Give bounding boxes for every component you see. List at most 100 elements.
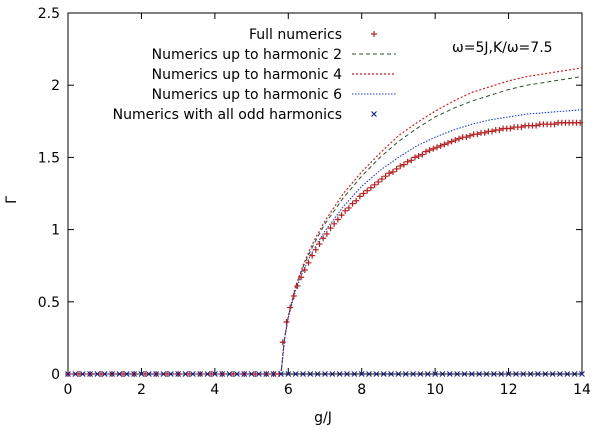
data-point [380,371,387,377]
y-tick-label: 0.5 [38,295,60,311]
data-point [72,371,79,377]
legend-label: Numerics up to harmonic 4 [152,67,342,83]
data-point [270,371,277,377]
data-point [439,371,446,377]
axes: 0 2 4 6 8 10 12 14 0 0.5 1 1.5 2 2.5 [38,6,591,398]
data-point [292,371,299,377]
data-point [76,371,83,377]
series-line [68,76,583,375]
data-point [208,371,215,377]
data-point [410,371,417,377]
x-tick-label: 8 [357,382,366,398]
data-point [98,371,105,377]
data-point [87,371,93,377]
legend-entry: Numerics up to harmonic 6 [152,87,396,103]
data-point [426,147,433,154]
data-point [353,197,360,204]
data-point [386,170,393,177]
data-point [527,371,534,377]
data-point [344,371,350,377]
data-point [316,241,323,248]
data-point [278,371,284,377]
data-point [360,190,367,197]
data-point [549,371,556,377]
data-point [424,371,431,377]
series-line [68,109,583,375]
data-point [345,204,352,211]
series-1 [65,119,584,377]
x-tick-label: 4 [210,382,219,398]
data-point [542,371,549,377]
legend-label: Numerics up to harmonic 2 [152,47,342,63]
data-point [336,371,343,377]
data-point [248,371,255,377]
data-point [505,371,512,377]
data-point [551,121,558,128]
legend-label: Numerics with all odd harmonics [113,107,342,123]
data-point [320,235,327,242]
data-point [322,371,328,377]
data-point [395,371,402,377]
data-point [279,339,286,346]
data-point [356,193,363,200]
data-point [109,371,115,377]
data-point [120,371,127,377]
legend-entry: Numerics with all odd harmonics [113,107,377,123]
legend-label: Numerics up to harmonic 6 [152,87,342,103]
data-point [226,371,233,377]
data-point [571,371,578,377]
data-point [422,148,429,155]
data-point [142,371,149,377]
data-point [314,371,321,377]
data-point [375,178,382,185]
data-point [400,161,407,168]
data-point [366,371,372,377]
data-point [476,371,483,377]
data-point [454,371,461,377]
data-point [496,126,503,133]
data-point [448,138,455,145]
data-point [309,252,316,259]
data-point [417,371,424,377]
data-point [382,173,389,180]
data-point [327,225,334,232]
data-point [444,139,451,146]
data-point [79,371,86,377]
data-point [263,371,270,377]
data-point [182,371,189,377]
x-axis-title: g/J [314,410,332,426]
data-point [167,371,174,377]
data-point [101,371,108,377]
data-point [430,145,437,152]
data-point [437,142,444,149]
data-point [404,158,411,165]
data-point [65,371,71,377]
x-tick-label: 0 [64,382,73,398]
data-point [329,371,336,377]
data-point [367,184,374,191]
data-point [408,157,415,164]
data-point [349,200,356,207]
data-point [305,259,312,266]
data-point [358,371,365,377]
data-point [415,152,422,159]
y-tick-label: 1.5 [38,150,60,166]
data-point [204,371,211,377]
series-4 [68,109,583,375]
data-point [446,371,453,377]
data-point [255,371,262,377]
legend-entry: Numerics up to harmonic 4 [152,67,396,83]
series-2 [68,76,583,375]
x-tick-label: 14 [573,382,591,398]
series-line [68,67,583,375]
data-point [389,168,396,175]
data-point [393,165,400,172]
data-point [94,371,101,377]
data-point [507,125,514,132]
data-point [489,128,496,135]
series-3 [68,67,583,375]
data-point [241,371,248,377]
data-point [153,371,160,377]
data-point [294,282,301,289]
